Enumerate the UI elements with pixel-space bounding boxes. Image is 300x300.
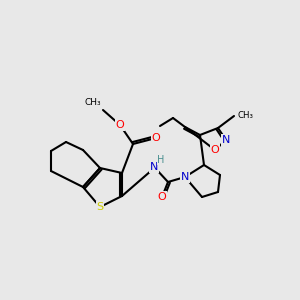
Text: CH₃: CH₃	[237, 112, 253, 121]
Text: O: O	[152, 133, 160, 143]
Text: O: O	[116, 120, 124, 130]
Text: S: S	[96, 202, 103, 212]
Text: O: O	[211, 145, 219, 155]
Text: N: N	[222, 135, 230, 145]
Text: N: N	[181, 172, 189, 182]
Text: N: N	[150, 162, 158, 172]
Text: O: O	[158, 192, 166, 202]
Text: CH₃: CH₃	[84, 98, 101, 107]
Text: H: H	[157, 155, 165, 165]
